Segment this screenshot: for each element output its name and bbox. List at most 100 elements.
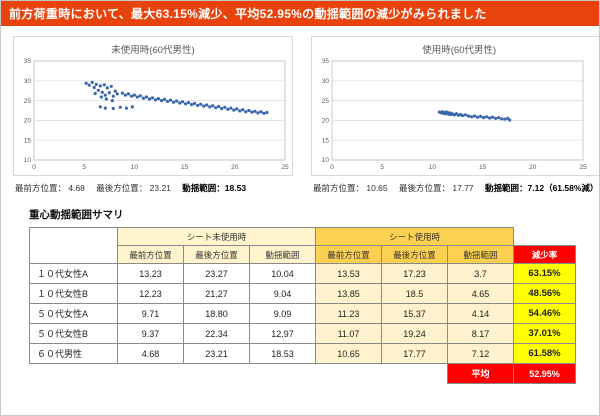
stat-sway-range: 動揺範囲：18.53 (182, 183, 247, 193)
stat-back-position: 最後方位置： 23.21 (96, 183, 171, 193)
chart-box-unused: 未使用時(60代男性) 10 15 20 25 30 35 0 5 10 15 20 25 (13, 36, 293, 176)
scatter-chart-unused: 10 15 20 25 30 35 0 5 10 15 20 25 (24, 58, 289, 171)
chart-col-used: 使用時(60代男性) 10 15 20 25 30 35 0 5 10 15 20 25 最前方位置：… (311, 36, 599, 194)
svg-text:30: 30 (24, 78, 32, 85)
chart-box-used: 使用時(60代男性) 10 15 20 25 30 35 0 5 10 15 20 25 (311, 36, 599, 176)
chart-stats-used: 最前方位置： 10.65 最後方位置： 17.77 動揺範囲：7.12（61.5… (311, 176, 599, 194)
chart-title-unused: 未使用時(60代男性) (111, 45, 195, 56)
row-label: １０代女性A (29, 263, 118, 284)
blank-cell (29, 363, 448, 384)
unused-value-cell: 9.04 (249, 283, 316, 304)
headline-banner: 前方荷重時において、最大63.15%減少、平均52.95%の動揺範囲の減少がみら… (1, 1, 599, 26)
used-value-cell: 17.23 (381, 263, 448, 284)
col-header-range-unused: 動揺範囲 (249, 245, 316, 264)
unused-value-cell: 9.37 (117, 323, 184, 344)
col-header-front-used: 最前方位置 (315, 245, 382, 264)
svg-text:0: 0 (32, 164, 36, 171)
unused-value-cell: 12.23 (117, 283, 184, 304)
used-value-cell: 4.65 (447, 283, 514, 304)
svg-text:15: 15 (24, 137, 32, 144)
svg-text:10: 10 (24, 157, 32, 164)
table-row: ６０代男性 4.68 23.21 18.53 10.65 17.77 7.12 61.58% (29, 343, 576, 364)
used-value-cell: 4.14 (447, 303, 514, 324)
unused-value-cell: 23.27 (183, 263, 250, 284)
used-value-cell: 18.5 (381, 283, 448, 304)
svg-text:5: 5 (82, 164, 86, 171)
table-row: ５０代女性B 9.37 22.34 12.97 11.07 19.24 8.17 37.01% (29, 323, 576, 344)
reduction-value-cell: 48.56% (513, 283, 576, 304)
summary-table-title: 重心動揺範囲サマリ (29, 209, 124, 221)
used-value-cell: 13.53 (315, 263, 382, 284)
reduction-value-cell: 37.01% (513, 323, 576, 344)
svg-text:15: 15 (181, 164, 189, 171)
stat-front-position: 最前方位置： 10.65 (313, 183, 388, 193)
col-header-back-used: 最後方位置 (381, 245, 448, 264)
stat-sway-range: 動揺範囲：7.12（61.58%減） (485, 183, 599, 193)
row-label: ５０代女性A (29, 303, 118, 324)
unused-value-cell: 22.34 (183, 323, 250, 344)
group-header-row: シート未使用時 シート使用時 (29, 227, 576, 264)
used-value-cell: 11.23 (315, 303, 382, 324)
col-header-front-unused: 最前方位置 (117, 245, 184, 264)
scatter-chart-used: 10 15 20 25 30 35 0 5 10 15 20 25 (322, 58, 587, 171)
svg-text:35: 35 (24, 58, 32, 65)
stat-back-position: 最後方位置： 17.77 (399, 183, 474, 193)
blank-cell (513, 227, 576, 246)
chart-col-unused: 未使用時(60代男性) 10 15 20 25 30 35 0 5 10 15 20 25 最前方位置… (13, 36, 293, 194)
svg-text:20: 20 (24, 118, 32, 125)
svg-text:35: 35 (322, 58, 330, 65)
svg-text:25: 25 (322, 98, 330, 105)
svg-text:20: 20 (231, 164, 239, 171)
used-value-cell: 19.24 (381, 323, 448, 344)
svg-text:25: 25 (281, 164, 289, 171)
used-value-cell: 8.17 (447, 323, 514, 344)
average-value: 52.95% (513, 363, 576, 384)
row-label: ５０代女性B (29, 323, 118, 344)
svg-text:10: 10 (429, 164, 437, 171)
charts-row: 未使用時(60代男性) 10 15 20 25 30 35 0 5 10 15 20 25 最前方位置… (1, 26, 599, 194)
svg-text:0: 0 (330, 164, 334, 171)
unused-value-cell: 4.68 (117, 343, 184, 364)
svg-text:25: 25 (24, 98, 32, 105)
unused-value-cell: 23.21 (183, 343, 250, 364)
average-label: 平均 (447, 363, 514, 384)
svg-text:30: 30 (322, 78, 330, 85)
chart-title-used: 使用時(60代男性) (422, 45, 497, 56)
chart-stats-unused: 最前方位置： 4.68 最後方位置： 23.21 動揺範囲：18.53 (13, 176, 293, 194)
reduction-value-cell: 61.58% (513, 343, 576, 364)
corner-cell (29, 227, 118, 264)
unused-value-cell: 21.27 (183, 283, 250, 304)
used-value-cell: 17.77 (381, 343, 448, 364)
unused-value-cell: 18.53 (249, 343, 316, 364)
svg-text:15: 15 (479, 164, 487, 171)
group-header-used: シート使用時 (315, 227, 514, 246)
table-row: １０代女性A 13.23 23.27 10.04 13.53 17.23 3.7 63.15% (29, 263, 576, 284)
svg-text:10: 10 (322, 157, 330, 164)
svg-text:15: 15 (322, 137, 330, 144)
average-row: 平均 52.95% (29, 363, 576, 384)
svg-text:20: 20 (529, 164, 537, 171)
table-row: ５０代女性A 9.71 18.80 9.09 11.23 15.37 4.14 54.46% (29, 303, 576, 324)
table-row: １０代女性B 12.23 21.27 9.04 13.85 18.5 4.65 48.56% (29, 283, 576, 304)
unused-value-cell: 9.71 (117, 303, 184, 324)
used-value-cell: 11.07 (315, 323, 382, 344)
svg-text:5: 5 (380, 164, 384, 171)
svg-text:20: 20 (322, 118, 330, 125)
unused-value-cell: 12.97 (249, 323, 316, 344)
row-label: ６０代男性 (29, 343, 118, 364)
unused-value-cell: 10.04 (249, 263, 316, 284)
reduction-value-cell: 54.46% (513, 303, 576, 324)
col-header-range-used: 動揺範囲 (447, 245, 514, 264)
unused-value-cell: 9.09 (249, 303, 316, 324)
used-value-cell: 10.65 (315, 343, 382, 364)
unused-value-cell: 13.23 (117, 263, 184, 284)
reduction-rate-header: 減少率 (513, 245, 576, 264)
summary-table-body: １０代女性A 13.23 23.27 10.04 13.53 17.23 3.7 63.15%… (29, 263, 576, 364)
reduction-value-cell: 63.15% (513, 263, 576, 284)
used-value-cell: 13.85 (315, 283, 382, 304)
col-header-back-unused: 最後方位置 (183, 245, 250, 264)
used-value-cell: 15.37 (381, 303, 448, 324)
unused-value-cell: 18.80 (183, 303, 250, 324)
used-value-cell: 7.12 (447, 343, 514, 364)
